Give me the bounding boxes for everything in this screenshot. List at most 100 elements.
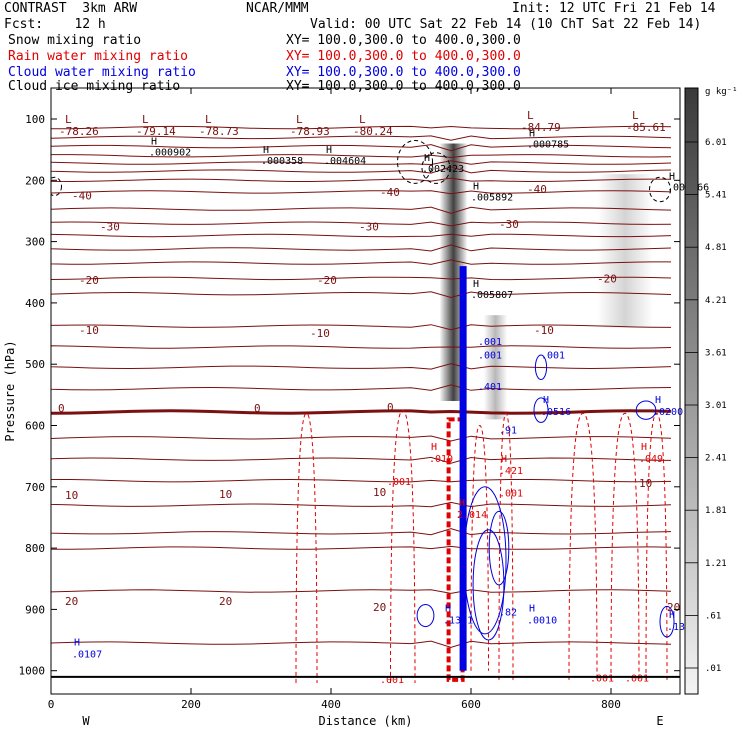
west-label: W [82, 714, 90, 728]
cloud-high-marker: H [445, 604, 451, 615]
cloud-high-value: .0516 [541, 407, 571, 418]
isotherm-line [51, 154, 672, 159]
cloud-label: .401 [478, 382, 502, 393]
colorbar-level: 4.81 [705, 243, 727, 253]
temperature-label: 10 [65, 489, 78, 502]
cloud-high-value: .0107 [72, 649, 102, 660]
valid-time: Valid: 00 UTC Sat 22 Feb 14 (10 ChT Sat … [310, 17, 702, 32]
rain-label: .001 [499, 489, 523, 500]
ice-high-marker: H [263, 145, 269, 156]
temperature-label: 0 [254, 402, 261, 415]
temperature-label: -30 [100, 221, 120, 234]
ice-high-marker: H [424, 153, 430, 164]
temperature-label: -40 [527, 183, 547, 196]
isotherm-line [51, 206, 672, 214]
isotherm-line [51, 640, 672, 648]
rain-high-marker: H [641, 442, 647, 453]
isotherm-line [51, 528, 672, 536]
isotherm-line [51, 409, 672, 415]
colorbar-level: 6.01 [705, 138, 727, 148]
contour-labels: -40 -40 -40 -30 -30 -30 -20 -20 -20 -10 -10 -10 0 0 0 1… [58, 109, 709, 686]
cloud-high-marker: H [529, 604, 535, 615]
isotherm-line [51, 501, 672, 508]
x-tick-label: 200 [181, 698, 201, 711]
x-tick-label: 400 [321, 698, 341, 711]
isotherm-line [51, 160, 672, 166]
colorbar-level: 3.01 [705, 401, 727, 411]
colorbar-units: g kg⁻¹ [705, 87, 738, 97]
isotherm-line [51, 589, 672, 594]
rain-contour [645, 412, 668, 680]
rain-high-marker: H [501, 454, 507, 465]
cloud-high-marker: H [543, 395, 549, 406]
temperature-label: 20 [219, 595, 232, 608]
ice-contour [649, 176, 671, 203]
cloud-label: .001 [541, 351, 565, 362]
cloud-label: .001 [478, 337, 502, 348]
rain-label: .001 [625, 674, 649, 685]
isotherm-line [51, 478, 672, 483]
isotherm-line [51, 144, 672, 152]
field-snow-xy: XY= 100.0,300.0 to 400.0,300.0 [286, 33, 521, 48]
cloud-contours [416, 266, 675, 671]
isotherm-line [51, 259, 671, 265]
low-marker: L [142, 113, 149, 126]
temperature-label: 10 [373, 486, 386, 499]
isotherm-line [51, 345, 672, 349]
isotherm-line [51, 384, 672, 391]
temperature-label: 20 [373, 601, 386, 614]
plot-frame [50, 87, 681, 695]
colorbar-level: 4.21 [705, 296, 727, 306]
low-value: -78.26 [59, 125, 99, 138]
temperature-label: -20 [597, 273, 617, 286]
isotherm-line [51, 363, 672, 370]
cloud-core [459, 266, 467, 671]
isotherm-line [51, 190, 672, 195]
temperature-label: -10 [79, 324, 99, 337]
forecast-hour: Fcst: 12 h [4, 17, 106, 32]
field-rain-name: Rain water mixing ratio [8, 49, 189, 64]
cloud-high-value: .1371 [443, 616, 473, 627]
low-value: -78.93 [290, 125, 330, 138]
ice-high-marker: H [473, 279, 479, 290]
isotherm-line [51, 276, 672, 281]
ice-contour [397, 139, 433, 184]
rain-contour [470, 424, 489, 671]
rain-contour [390, 409, 416, 683]
isotherm-line [51, 135, 672, 141]
ice-high-marker: H [669, 171, 675, 182]
field-ice-xy: XY= 100.0,300.0 to 400.0,300.0 [286, 79, 521, 94]
low-value: -80.24 [353, 125, 393, 138]
isotherm-line [51, 545, 672, 550]
y-tick-label: 700 [25, 481, 45, 494]
low-value: -84.79 [521, 121, 561, 134]
field-cloud-xy: XY= 100.0,300.0 to 400.0,300.0 [286, 65, 521, 80]
rain-contour [568, 412, 598, 680]
cloud-contour [533, 397, 549, 423]
ice-contours [51, 139, 671, 203]
cloud-contour [534, 354, 548, 381]
ice-high-marker: H [151, 136, 157, 147]
low-marker: L [359, 113, 366, 126]
rain-contour [295, 412, 318, 683]
y-tick-label: 200 [25, 174, 45, 187]
y-tick-label: 600 [25, 420, 45, 433]
y-tick-label: 300 [25, 236, 45, 249]
ice-contour [421, 152, 451, 184]
isotherm-line [51, 244, 672, 252]
cloud-label: .82 [499, 608, 517, 619]
ice-high-marker: H [529, 128, 535, 139]
colorbar-level: 2.41 [705, 454, 727, 464]
low-value: -85.61 [626, 121, 666, 134]
cloud-contour [635, 400, 657, 420]
rain-contour [498, 412, 514, 680]
colorbar-gradient [684, 87, 699, 695]
cloud-high-marker: H [669, 610, 675, 621]
isotherm-line [51, 324, 672, 331]
colorbar: g kg⁻¹ 6.01 5.41 4.81 4.21 3.61 3.01 2.41 1.81 1.… [684, 87, 738, 695]
colorbar-level: .61 [705, 611, 721, 621]
cloud-high-marker: H [74, 637, 80, 648]
rain-label: .001 [590, 674, 614, 685]
isotherm-line [51, 233, 672, 238]
rain-label: .001 [387, 477, 411, 488]
